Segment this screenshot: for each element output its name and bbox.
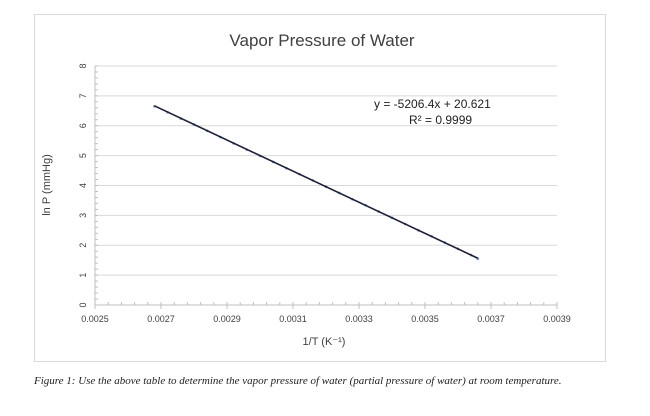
y-tick-label: 0 (78, 302, 88, 307)
y-tick-label: 5 (78, 153, 88, 158)
y-tick-label: 1 (78, 273, 88, 278)
x-tick-label: 0.0035 (411, 314, 439, 324)
trendline (154, 105, 479, 259)
y-tick-label: 6 (78, 123, 88, 128)
trendline-layer (154, 105, 479, 259)
gridlines (95, 65, 557, 276)
tick-labels: 0 1 2 3 4 5 6 7 8 0.0025 0.0027 0.0029 0.0031 0.0033 0… (78, 63, 571, 324)
x-tick-label: 0.0033 (345, 314, 373, 324)
figure-caption: Figure 1: Use the above table to determi… (34, 375, 562, 387)
x-tick-label: 0.0039 (543, 314, 571, 324)
x-tick-label: 0.0031 (279, 314, 307, 324)
axes (94, 65, 558, 309)
x-tick-label: 0.0025 (81, 314, 109, 324)
y-tick-label: 7 (78, 93, 88, 98)
chart-frame (34, 14, 606, 362)
y-tick-label: 2 (78, 243, 88, 248)
y-tick-label: 4 (78, 183, 88, 188)
trendline-equation: y = -5206.4x + 20.621 (374, 97, 491, 111)
y-axis-label: ln P (mmHg) (41, 154, 53, 216)
x-tick-label: 0.0037 (477, 314, 505, 324)
y-tick-label: 8 (78, 63, 88, 68)
y-tick-label: 3 (78, 213, 88, 218)
trendline-r-squared: R² = 0.9999 (409, 113, 472, 127)
x-tick-label: 0.0027 (147, 314, 175, 324)
x-tick-label: 0.0029 (213, 314, 241, 324)
chart-title: Vapor Pressure of Water (229, 31, 415, 50)
x-axis-label: 1/T (K⁻¹) (303, 336, 346, 348)
